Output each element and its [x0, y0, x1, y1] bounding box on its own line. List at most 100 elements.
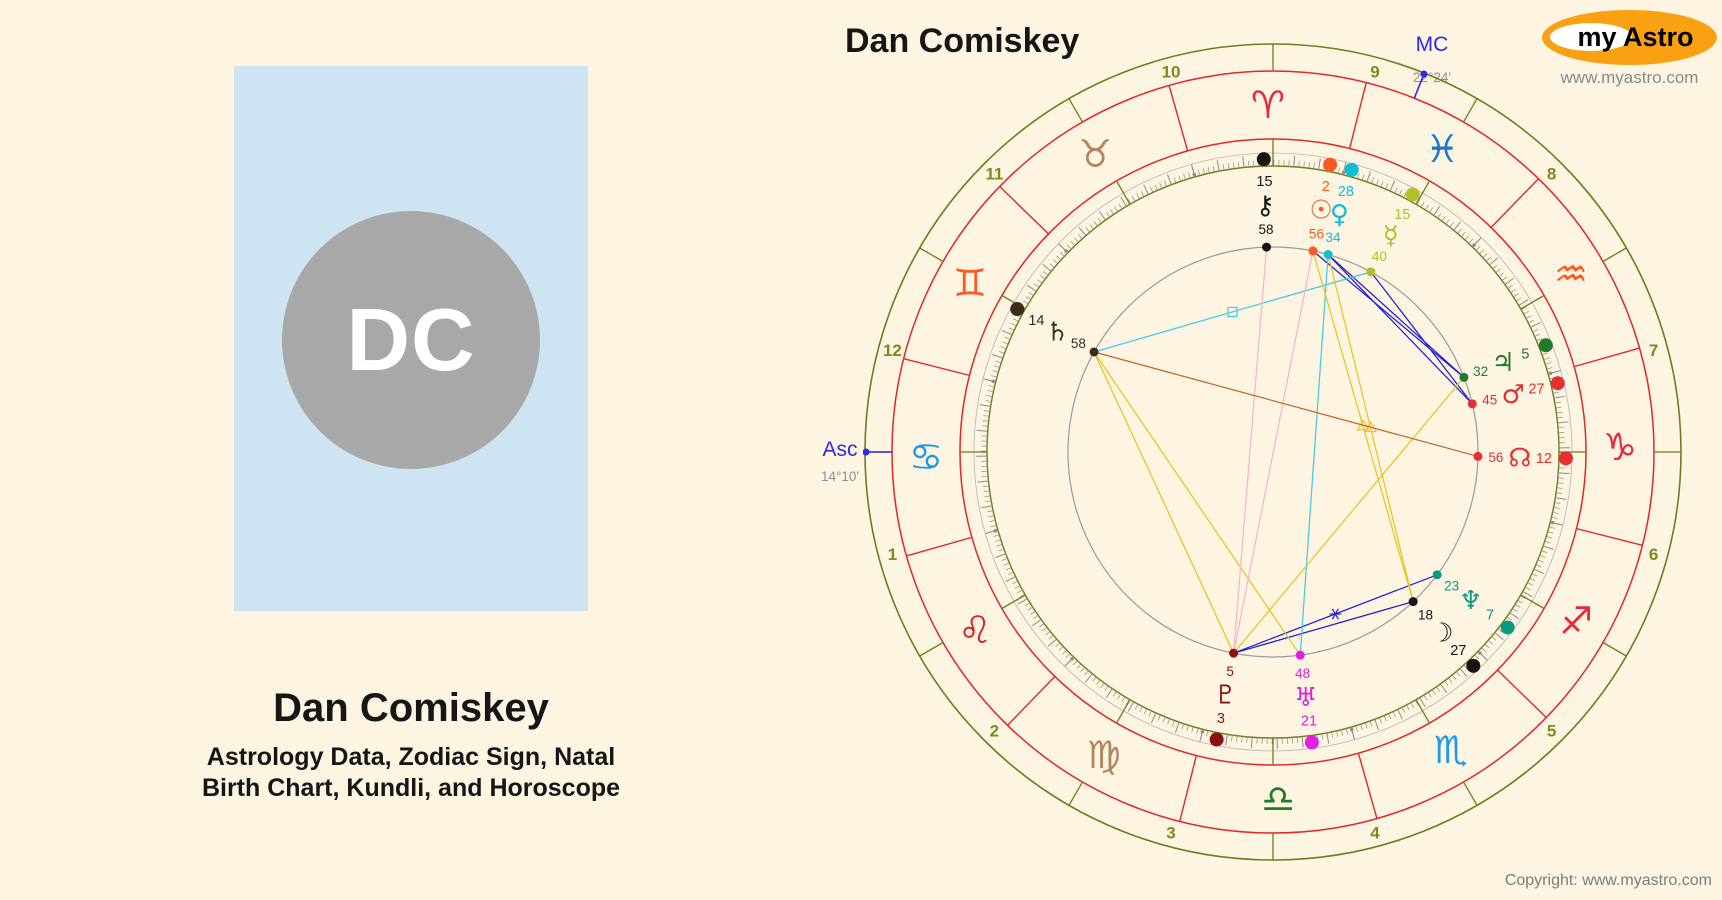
aspect-mercury-saturn	[1093, 271, 1371, 353]
degree-tick	[1557, 482, 1564, 484]
svg-text:27: 27	[1450, 643, 1466, 659]
sign-boundary-pin-dot	[1548, 371, 1553, 376]
sign-glyph-virgo: ♍	[1087, 733, 1121, 777]
degree-tick	[988, 515, 995, 518]
degree-tick	[1105, 688, 1113, 699]
degree-tick	[1027, 606, 1033, 611]
sign-boundary-pin	[1058, 243, 1067, 251]
house-number-6: 6	[1649, 545, 1658, 564]
degree-tick	[1127, 198, 1132, 205]
degree-tick	[1110, 209, 1115, 215]
sign-boundary-pin	[1550, 369, 1561, 374]
degree-tick	[1345, 728, 1349, 735]
myastro-logo[interactable]: my Astro	[1542, 10, 1717, 65]
degree-tick	[977, 480, 989, 483]
sign-divider	[903, 358, 970, 377]
sign-boundary-pin-dot	[1341, 170, 1346, 175]
degree-tick	[1157, 714, 1161, 721]
planet-inner-dot-sun	[1308, 246, 1318, 256]
degree-tick	[1441, 216, 1446, 222]
planet-inner-dot-mercury	[1366, 267, 1376, 277]
profile-subtitle-line1: Astrology Data, Zodiac Sign, Natal	[206, 743, 616, 771]
degree-tick	[1178, 175, 1182, 182]
degree-tick	[1318, 158, 1321, 170]
degree-tick	[1364, 722, 1368, 729]
degree-tick	[1100, 682, 1105, 688]
degree-tick	[1241, 736, 1243, 743]
degree-tick	[1545, 362, 1552, 365]
degree-tick	[1534, 333, 1541, 337]
degree-tick	[996, 543, 1003, 547]
degree-tick	[1047, 638, 1057, 647]
degree-tick	[1419, 697, 1426, 708]
degree-tick	[1105, 212, 1110, 218]
angle-axis	[1413, 73, 1425, 99]
aspect-venus-uranus	[1299, 254, 1329, 656]
house-number-3: 3	[1166, 824, 1175, 843]
degree-tick	[1498, 272, 1504, 277]
degree-tick	[1531, 573, 1538, 577]
degree-tick	[1445, 219, 1450, 225]
degree-tick	[1030, 610, 1036, 615]
svg-text:21: 21	[1301, 714, 1317, 730]
degree-tick	[1510, 289, 1516, 294]
degree-tick	[1025, 296, 1032, 301]
svg-text:☿: ☿	[1383, 221, 1399, 251]
svg-text:34: 34	[1325, 230, 1341, 245]
sign-glyph-capricorn: ♑	[1603, 425, 1637, 469]
degree-tick	[1546, 367, 1553, 370]
degree-tick	[985, 500, 992, 503]
svg-text:7: 7	[1486, 607, 1494, 623]
degree-tick	[1237, 162, 1240, 169]
degree-tick	[1227, 163, 1230, 170]
house-number-5: 5	[1547, 722, 1556, 741]
svg-text:56: 56	[1488, 450, 1503, 465]
planet-dot-mercury	[1405, 187, 1420, 202]
degree-tick	[1520, 595, 1526, 600]
planet-dot-node	[1558, 451, 1573, 466]
degree-tick	[1544, 540, 1551, 544]
degree-tick	[1089, 224, 1094, 230]
degree-tick	[1098, 210, 1106, 221]
asc-degree: 14°10'	[820, 469, 859, 484]
degree-tick	[1491, 636, 1497, 641]
degree-tick	[1504, 277, 1515, 285]
svg-text:28: 28	[1338, 184, 1354, 200]
degree-tick	[998, 350, 1005, 354]
degree-tick	[1512, 608, 1518, 613]
sign-glyph-aries: ♈	[1251, 83, 1285, 127]
aspect-venus-jupiter	[1327, 254, 1465, 378]
degree-tick	[1188, 172, 1191, 179]
sign-divider	[1357, 752, 1378, 819]
house-cusp	[1602, 641, 1627, 657]
planet-dot-pluto	[1209, 732, 1224, 747]
sign-boundary-pin	[1474, 237, 1482, 246]
house-cusp	[1415, 699, 1431, 724]
avatar: DC	[282, 211, 540, 469]
sign-boundary-pin-dot	[1349, 727, 1354, 732]
sign-boundary-pin-dot	[1478, 651, 1482, 655]
degree-tick	[1457, 228, 1462, 234]
logo-url[interactable]: www.myastro.com	[1560, 68, 1699, 87]
degree-tick	[1005, 567, 1012, 571]
degree-tick	[1554, 502, 1561, 504]
degree-tick	[994, 539, 1001, 542]
degree-tick	[1143, 708, 1148, 715]
degree-tick	[1248, 161, 1250, 168]
degree-tick	[1222, 164, 1225, 171]
degree-tick	[1541, 352, 1548, 356]
svg-text:12: 12	[1536, 451, 1552, 467]
house-number-12: 12	[883, 341, 902, 360]
degree-tick	[1037, 279, 1043, 284]
degree-tick	[1056, 255, 1062, 261]
degree-tick	[1236, 735, 1238, 742]
sign-boundary-pin-dot	[991, 379, 996, 384]
sign-glyph-libra: ♎	[1261, 777, 1295, 821]
planet-inner-dot-mars	[1467, 399, 1477, 409]
degree-tick	[1366, 171, 1371, 183]
degree-tick	[1551, 516, 1558, 519]
svg-text:5: 5	[1521, 346, 1529, 362]
degree-tick	[1175, 721, 1180, 733]
aspect-sun-pluto	[1232, 250, 1314, 654]
